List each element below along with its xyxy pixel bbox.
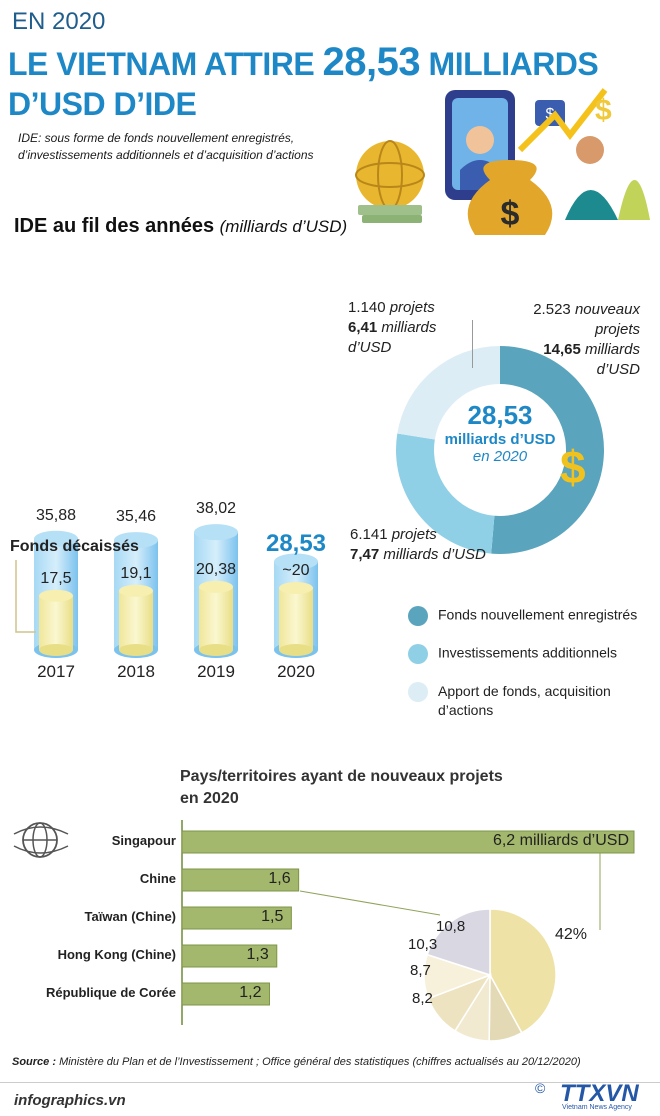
donut-slice-1 xyxy=(491,346,604,554)
title-big-number: 28,53 xyxy=(322,40,421,84)
hbar-value-3: 1,5 xyxy=(261,908,284,925)
source-note: Source : Ministère du Plan et de l’Inves… xyxy=(12,1056,581,1068)
hbar-value-1: 6,2 milliards d’USD xyxy=(492,832,629,849)
hbar-5 xyxy=(181,982,270,1006)
year-label-2019: 2019 xyxy=(197,662,235,681)
bar-disbursed-2019 xyxy=(199,580,233,656)
agency-logo: TTXVN xyxy=(560,1080,639,1107)
hbar-category-1: Singapour xyxy=(111,833,176,848)
pie-slice-1 xyxy=(489,908,557,1034)
pie-slice-6 xyxy=(426,908,491,977)
hbar-category-4: Hong Kong (Chine) xyxy=(57,947,176,962)
bar-disbursed-label-2020: ~20 xyxy=(282,562,310,579)
svg-text:$: $ xyxy=(595,94,612,127)
bar-disbursed-label-2018: 19,1 xyxy=(120,564,152,582)
country-share-pie xyxy=(423,908,557,1042)
investment-illustration: $ $ $ xyxy=(355,88,650,235)
year-label-2018: 2018 xyxy=(117,662,155,681)
pie-label-2: 8,2 xyxy=(412,990,433,1007)
bar-disbursed-label-2019: 20,38 xyxy=(195,560,237,578)
hbar-value-2: 1,6 xyxy=(268,870,291,887)
legend-swatch-3 xyxy=(408,682,428,702)
pie-label-3: 8,7 xyxy=(410,962,431,979)
hbar-value-4: 1,3 xyxy=(246,946,269,963)
title-part2: MILLIARDS xyxy=(428,46,599,82)
pie-label-4: 10,3 xyxy=(408,936,438,953)
donut-center-unit: milliards d’USD xyxy=(444,431,556,448)
donut-center-value: 28,53 xyxy=(467,400,533,430)
year-label-2017: 2017 xyxy=(37,662,75,681)
site-link[interactable]: infographics.vn xyxy=(14,1092,126,1109)
hbar-3 xyxy=(181,906,292,930)
hbar-4 xyxy=(181,944,278,968)
hbar-category-2: Chine xyxy=(139,871,176,886)
year-label-2020: 2020 xyxy=(277,662,315,681)
pie-label-5: 10,8 xyxy=(436,918,466,935)
hbar-value-5: 1,2 xyxy=(239,984,262,1001)
header-year: EN 2020 xyxy=(12,8,106,35)
agency-logo-sub: Vietnam News Agency xyxy=(562,1104,632,1111)
copyright-icon: © xyxy=(535,1080,546,1096)
section2-heading: Pays/territoires ayant de nouveaux proje… xyxy=(180,768,503,807)
page-title: LE VIETNAM ATTIRE 28,53 MILLIARDS D’USD … xyxy=(8,42,648,124)
footer-divider xyxy=(0,1082,660,1083)
hbar-1 xyxy=(181,830,635,854)
legend-item-3: Apport de fonds, acquisition d’actions xyxy=(408,682,633,720)
donut-slice-2 xyxy=(396,433,495,554)
dollar-icon: $ xyxy=(595,94,612,127)
donut-center-year: en 2020 xyxy=(472,448,528,465)
legend-swatch-1 xyxy=(408,606,428,626)
slice3-text: 1.140 projets 6,41 milliards d’USD xyxy=(348,299,437,356)
legend-item-1: Fonds nouvellement enregistrés xyxy=(408,606,658,626)
donut-slice-3 xyxy=(397,346,500,440)
title-part1: LE VIETNAM ATTIRE xyxy=(8,46,315,82)
fdi-bar-chart xyxy=(15,524,318,658)
fdi-donut-chart xyxy=(396,346,604,554)
hbar-category-3: Taïwan (Chine) xyxy=(84,909,176,924)
disbursed-connector xyxy=(15,560,36,633)
country-bar-chart xyxy=(181,820,635,1025)
gold-globe-icon xyxy=(355,140,425,223)
slice2-text: 6.141 projets 7,47 milliards d’USD xyxy=(350,526,486,563)
note-line2: d’investissements additionnels et d’acqu… xyxy=(18,148,314,162)
legend-swatch-2 xyxy=(408,644,428,664)
bar-disbursed-2020 xyxy=(279,582,313,656)
section1-title: IDE au fil des années xyxy=(14,215,215,237)
note-line1: IDE: sous forme de fonds nouvellement en… xyxy=(18,131,295,145)
globe-icon xyxy=(13,822,69,858)
pie-connector-2 xyxy=(299,890,441,916)
title-line2: D’USD D’IDE xyxy=(8,86,197,122)
bar-total-label-2020: 28,53 xyxy=(265,529,327,557)
bar-total-label-2017: 35,88 xyxy=(35,506,77,524)
bar-disbursed-2018 xyxy=(119,584,153,656)
svg-text:$: $ xyxy=(501,195,520,233)
hbar-category-5: République de Corée xyxy=(45,985,176,1000)
bar-total-label-2018: 35,46 xyxy=(115,508,157,526)
pie-label-1: 42% xyxy=(555,926,588,943)
svg-text:$: $ xyxy=(546,106,555,123)
bar-total-label-2019: 38,02 xyxy=(195,500,237,518)
donut-center: 28,53 milliards d’USD en 2020 xyxy=(440,400,560,465)
ide-note: IDE: sous forme de fonds nouvellement en… xyxy=(18,130,348,164)
section1-unit: (milliards d’USD) xyxy=(219,217,348,236)
section1-heading: IDE au fil des années (milliards d’USD) xyxy=(14,215,347,238)
hbar-2 xyxy=(181,868,300,892)
disbursed-label: Fonds décaissés xyxy=(10,538,139,555)
donut-divider xyxy=(472,320,473,368)
bar-disbursed-label-2017: 17,5 xyxy=(40,569,72,587)
slice1-text: 2.523 nouveaux projets 14,65 milliards d… xyxy=(533,301,640,378)
money-bag-icon: $ xyxy=(467,160,553,235)
bar-disbursed-2017 xyxy=(39,589,73,656)
dollar-icon: $ xyxy=(560,441,586,493)
legend-item-2: Investissements additionnels xyxy=(408,644,658,664)
